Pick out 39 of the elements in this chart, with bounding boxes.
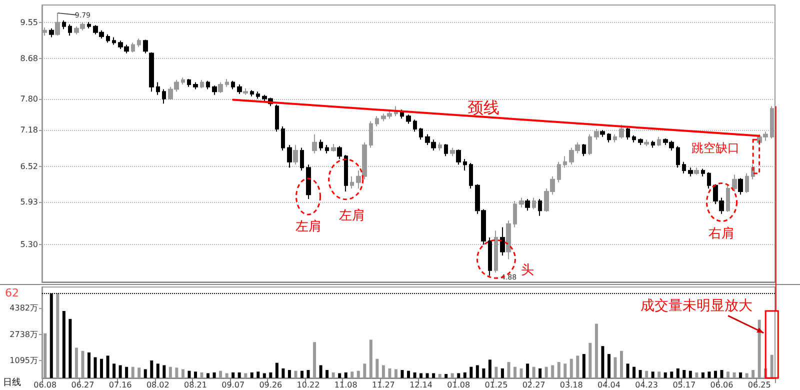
- x-tick-label: 10.22: [296, 380, 320, 390]
- annotation: 左肩: [339, 207, 366, 224]
- y-tick-label: 5.93: [20, 198, 38, 207]
- y-tick-label: 7.80: [20, 94, 38, 104]
- x-tick-label: 09.07: [222, 380, 245, 390]
- x-tick-label: 06.08: [34, 380, 57, 390]
- y-tick-label: 2738万: [10, 330, 38, 339]
- x-tick-label: 03.18: [560, 380, 583, 390]
- annotation: 头: [521, 262, 534, 278]
- y-tick-label: 8.68: [20, 54, 38, 63]
- y-tick-label: 5.30: [20, 240, 38, 250]
- x-tick-label: 12.14: [410, 380, 432, 390]
- text: 62: [5, 286, 19, 300]
- x-tick-label: 01.08: [447, 380, 470, 390]
- x-tick-label: 04.23: [635, 380, 658, 390]
- x-tick-label: 05.17: [672, 380, 696, 390]
- annotation: 左肩: [295, 218, 322, 235]
- y-tick-label: 7.18: [20, 126, 38, 135]
- x-tick-label: 02.27: [522, 380, 546, 390]
- annotation: 跳空缺口: [691, 140, 740, 155]
- y-tick-label: 9.55: [20, 18, 38, 27]
- x-tick-label: 08.21: [184, 380, 207, 390]
- x-tick-label: 06.25: [748, 380, 771, 390]
- x-tick-label: 08.02: [146, 380, 170, 390]
- annotation: 右肩: [708, 226, 735, 242]
- x-tick-label: 04.04: [598, 380, 620, 390]
- x-tick-label: 11.08: [334, 380, 358, 390]
- annotation: 成交量未明显放大: [640, 298, 753, 314]
- x-tick-label: 01.25: [484, 380, 508, 390]
- series-label: 颈线: [468, 98, 500, 118]
- y-tick-label: 6.52: [20, 162, 38, 171]
- y-tick-label: 1095万: [10, 356, 38, 366]
- y-tick-label: 4382万: [10, 304, 38, 313]
- x-tick-label: 06.27: [71, 380, 94, 390]
- text: 日线: [3, 377, 21, 388]
- x-tick-label: 11.27: [372, 380, 395, 390]
- x-tick-label: 06.06: [710, 380, 734, 390]
- x-tick-label: 07.16: [108, 380, 132, 390]
- x-tick-label: 09.26: [259, 380, 282, 390]
